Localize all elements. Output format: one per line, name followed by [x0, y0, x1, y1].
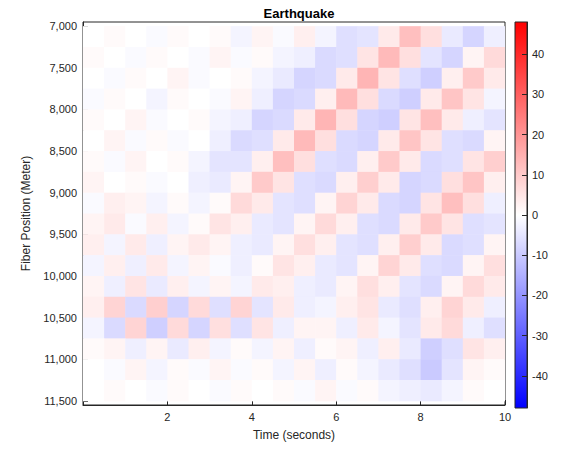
- svg-text:10,500: 10,500: [43, 312, 77, 324]
- svg-text:4: 4: [249, 411, 255, 423]
- svg-text:8: 8: [418, 411, 424, 423]
- svg-text:-10: -10: [532, 249, 548, 261]
- svg-text:7,500: 7,500: [49, 62, 77, 74]
- svg-text:40: 40: [532, 48, 544, 60]
- svg-text:0: 0: [532, 209, 538, 221]
- svg-text:-40: -40: [532, 370, 548, 382]
- svg-text:7,000: 7,000: [49, 20, 77, 32]
- svg-text:20: 20: [532, 129, 544, 141]
- svg-text:9,500: 9,500: [49, 228, 77, 240]
- svg-text:Time (seconds): Time (seconds): [253, 428, 335, 442]
- svg-text:11,500: 11,500: [44, 395, 77, 407]
- svg-text:10: 10: [499, 411, 511, 423]
- svg-text:6: 6: [333, 411, 339, 423]
- svg-text:-30: -30: [532, 330, 548, 342]
- svg-text:11,000: 11,000: [44, 353, 77, 365]
- svg-text:10: 10: [532, 169, 544, 181]
- svg-text:Fiber Position (Meter): Fiber Position (Meter): [19, 156, 33, 271]
- svg-text:10,000: 10,000: [43, 270, 77, 282]
- svg-text:30: 30: [532, 88, 544, 100]
- svg-text:8,000: 8,000: [49, 103, 77, 115]
- svg-text:Earthquake: Earthquake: [264, 6, 335, 21]
- svg-text:8,500: 8,500: [49, 145, 77, 157]
- svg-text:9,000: 9,000: [49, 187, 77, 199]
- svg-text:2: 2: [164, 411, 170, 423]
- svg-text:-20: -20: [532, 289, 548, 301]
